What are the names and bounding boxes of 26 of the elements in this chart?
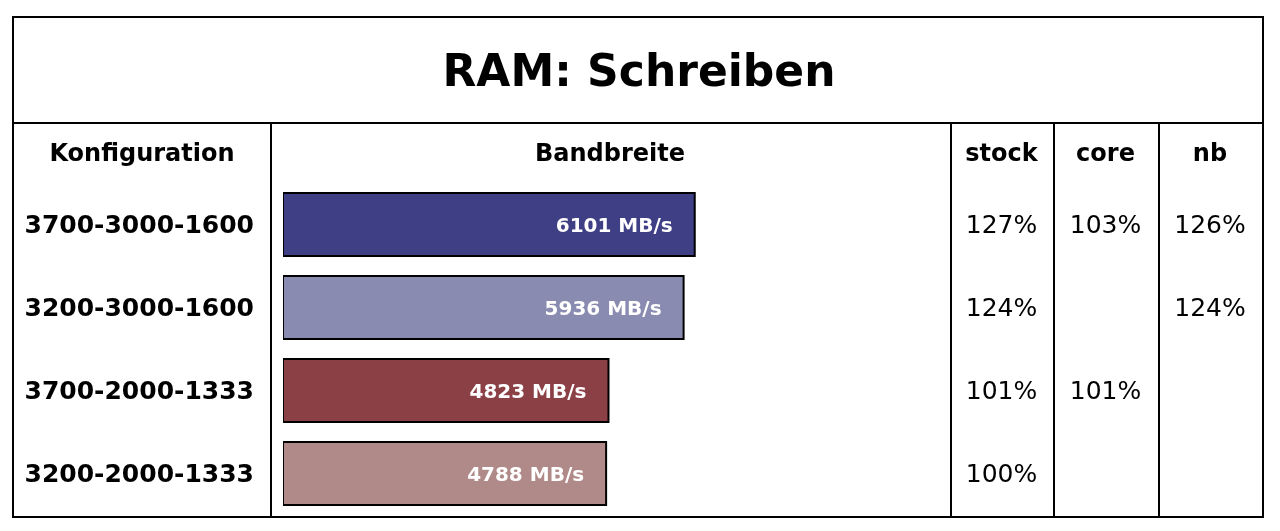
- data-label: 4788 MB/s: [467, 461, 585, 486]
- bar: [283, 440, 608, 506]
- text: 127%: [965, 210, 1038, 239]
- data-label: 6101 MB/s: [555, 212, 673, 237]
- y-tick-label: 3700-2000-1333: [24, 376, 254, 406]
- text: 100%: [965, 459, 1038, 488]
- text: 126%: [1174, 210, 1246, 239]
- text: 103%: [1069, 210, 1142, 239]
- y-tick-label: 3700-3000-1600: [24, 210, 254, 240]
- category-label: core: [1075, 137, 1136, 169]
- text: 124%: [965, 293, 1038, 322]
- bar: [283, 357, 610, 423]
- data-label: 5936 MB/s: [544, 295, 662, 320]
- x-axis-title: Bandbreite: [534, 137, 686, 169]
- y-axis-title: Konfiguration: [48, 137, 236, 169]
- text: 101%: [965, 376, 1038, 405]
- bar: [283, 274, 685, 340]
- y-tick-label: 3200-2000-1333: [24, 459, 254, 489]
- text: 124%: [1174, 293, 1246, 322]
- chart-title: RAM: Schreiben: [441, 43, 837, 98]
- bar: [283, 191, 696, 257]
- text: 101%: [1069, 376, 1142, 405]
- y-tick-label: 3200-3000-1600: [24, 293, 254, 323]
- category-label: nb: [1191, 137, 1229, 169]
- category-label: stock: [964, 137, 1039, 169]
- data-label: 4823 MB/s: [469, 378, 587, 403]
